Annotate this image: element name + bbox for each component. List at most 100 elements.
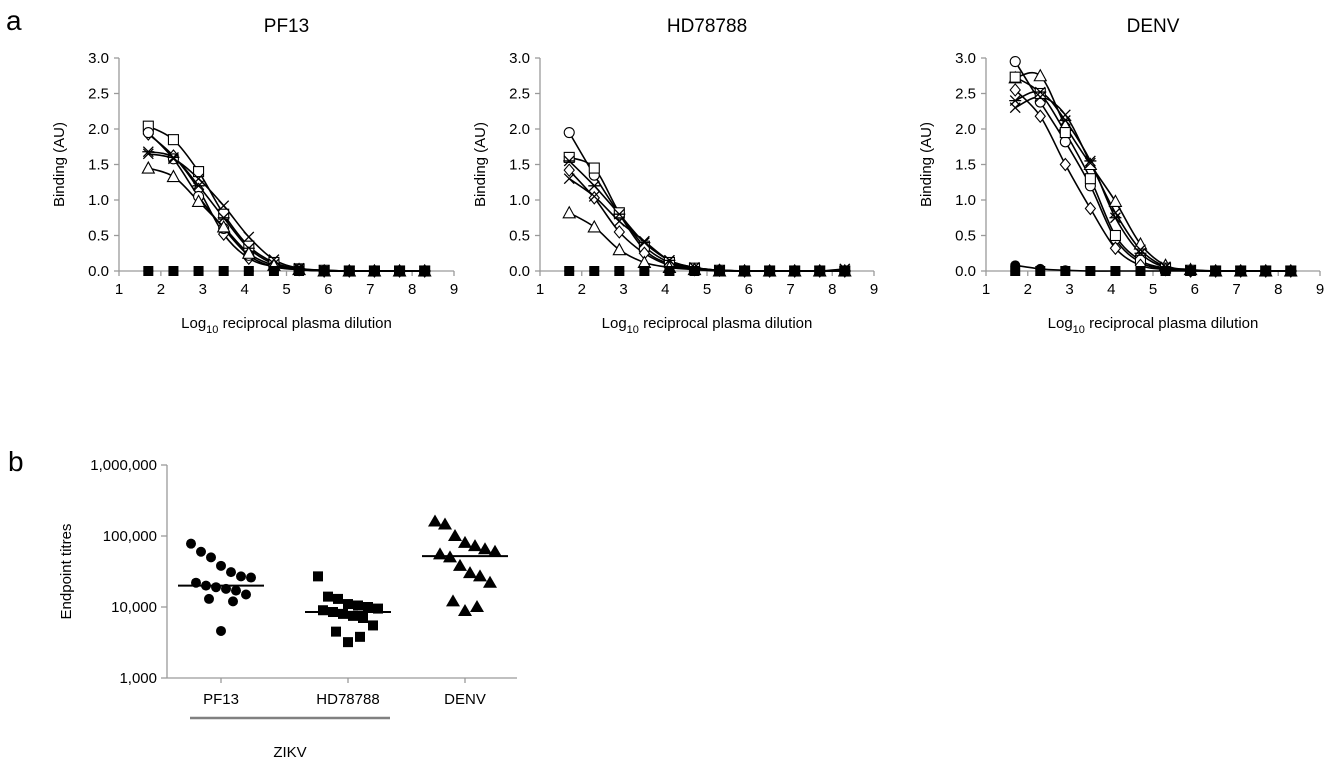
data-point-square bbox=[167, 134, 179, 146]
data-point-square bbox=[588, 162, 600, 174]
data-point-triangle bbox=[191, 194, 206, 207]
data-point-triangle bbox=[216, 219, 231, 233]
data-point-circle-open bbox=[563, 127, 575, 139]
series-curve bbox=[568, 178, 845, 272]
data-point-diamond bbox=[563, 163, 575, 178]
data-point-star bbox=[167, 151, 180, 163]
titre-point-square-filled bbox=[363, 602, 373, 612]
data-point-diamond bbox=[1009, 83, 1021, 97]
titre-point-circle-filled bbox=[211, 582, 221, 593]
data-point-square-filled bbox=[1285, 266, 1296, 276]
data-point-square bbox=[1084, 173, 1096, 185]
data-point-square-filled bbox=[193, 266, 204, 276]
series-curve bbox=[1014, 71, 1291, 272]
titre-point-triangle-filled bbox=[428, 514, 442, 527]
data-point-square-filled bbox=[1010, 266, 1021, 276]
data-point-triangle bbox=[562, 205, 577, 219]
x-axis-label: Log10 reciprocal plasma dilution bbox=[602, 315, 813, 336]
data-point-x bbox=[1059, 109, 1071, 121]
y-tick-label: 2.5 bbox=[955, 86, 976, 103]
titre-point-circle-filled bbox=[228, 596, 238, 607]
x-tick-label: 2 bbox=[578, 281, 586, 298]
category-label: DENV bbox=[444, 691, 486, 708]
data-point-triangle bbox=[141, 160, 156, 174]
data-point-x bbox=[588, 190, 600, 202]
data-point-triangle bbox=[166, 169, 181, 183]
chart-title: HD78788 bbox=[667, 16, 747, 37]
data-point-square-filled bbox=[1060, 266, 1071, 276]
titre-point-triangle-filled bbox=[448, 529, 462, 541]
data-point-star bbox=[588, 180, 601, 192]
data-point-diamond bbox=[588, 191, 600, 205]
data-point-square-filled bbox=[639, 266, 650, 276]
y-tick-label: 1.5 bbox=[509, 157, 530, 174]
x-tick-label: 7 bbox=[1232, 281, 1240, 298]
titre-point-square-filled bbox=[331, 626, 341, 637]
x-tick-label: 1 bbox=[536, 281, 544, 298]
data-point-x bbox=[1135, 244, 1146, 256]
data-point-star bbox=[638, 237, 651, 249]
data-point-square-filled bbox=[243, 266, 254, 276]
data-point-circle-open bbox=[1009, 55, 1021, 68]
data-point-triangle bbox=[1108, 194, 1123, 207]
y-tick-label: 1.0 bbox=[955, 192, 976, 209]
x-tick-label: 5 bbox=[282, 281, 290, 298]
x-tick-label: 8 bbox=[828, 281, 836, 298]
chart-title: DENV bbox=[1127, 16, 1180, 37]
titre-point-triangle-filled bbox=[470, 600, 484, 612]
x-tick-label: 6 bbox=[745, 281, 753, 298]
panel-b-letter: b bbox=[8, 446, 24, 477]
y-tick-label: 2.0 bbox=[88, 121, 109, 138]
data-point-square-filled bbox=[268, 266, 279, 276]
titre-point-square-filled bbox=[313, 571, 323, 582]
binding-chart-denv: DENV 0.0 0.5 1.0 1.5 2.0 2.5 3.0 1 2 3 4 5 6 7 8 9 Bindin… bbox=[918, 16, 1324, 336]
data-point-square-filled bbox=[714, 266, 725, 276]
data-point-triangle bbox=[241, 246, 256, 259]
titre-point-circle-filled bbox=[236, 571, 246, 582]
data-point-x bbox=[1084, 157, 1096, 169]
data-point-star bbox=[1084, 155, 1097, 167]
y-tick-label: 2.0 bbox=[955, 121, 976, 138]
data-point-square-filled bbox=[394, 266, 405, 276]
data-point-circle-open bbox=[142, 127, 154, 139]
titre-point-square-filled bbox=[348, 610, 358, 621]
titre-point-triangle-filled bbox=[468, 539, 482, 552]
y-tick-label: 3.0 bbox=[88, 50, 109, 67]
y-tick-label: 1.5 bbox=[955, 157, 976, 174]
category-label: HD78788 bbox=[316, 691, 379, 708]
chart-title: PF13 bbox=[264, 16, 309, 37]
endpoint-titres-chart: 1,000 10,000 100,000 1,000,000 Endpoint titr… bbox=[58, 457, 517, 761]
y-tick-label: 1,000 bbox=[119, 670, 157, 687]
y-axis-label: Binding (AU) bbox=[472, 122, 489, 207]
panel-a-letter: a bbox=[6, 5, 22, 36]
x-tick-label: 4 bbox=[240, 281, 248, 298]
titre-point-square-filled bbox=[323, 591, 333, 602]
data-point-square-filled bbox=[789, 266, 800, 276]
titre-point-triangle-filled bbox=[483, 575, 497, 588]
data-point-square-filled bbox=[689, 266, 700, 276]
series-curve bbox=[568, 132, 845, 272]
y-tick-label: 1,000,000 bbox=[90, 457, 157, 474]
data-point-square-filled bbox=[839, 266, 850, 276]
data-point-square-filled bbox=[369, 266, 380, 276]
data-point-square-filled bbox=[294, 266, 305, 276]
titre-point-circle-filled bbox=[231, 585, 241, 596]
data-point-x bbox=[142, 148, 154, 160]
data-point-square-filled bbox=[143, 266, 154, 276]
data-point-square-filled bbox=[1035, 266, 1046, 276]
data-point-x bbox=[193, 173, 205, 185]
x-tick-label: 4 bbox=[661, 281, 669, 298]
data-point-square bbox=[218, 208, 230, 220]
data-point-square-filled bbox=[1210, 266, 1221, 276]
x-tick-label: 2 bbox=[1024, 281, 1032, 298]
data-point-triangle bbox=[1033, 68, 1048, 82]
data-point-square-filled bbox=[764, 266, 775, 276]
data-point-x bbox=[167, 153, 179, 165]
series-curve bbox=[147, 131, 425, 272]
data-point-triangle bbox=[587, 219, 602, 233]
group-label: ZIKV bbox=[273, 744, 306, 761]
y-tick-label: 2.5 bbox=[88, 86, 109, 103]
data-point-square bbox=[193, 166, 205, 178]
titre-point-triangle-filled bbox=[478, 542, 492, 555]
